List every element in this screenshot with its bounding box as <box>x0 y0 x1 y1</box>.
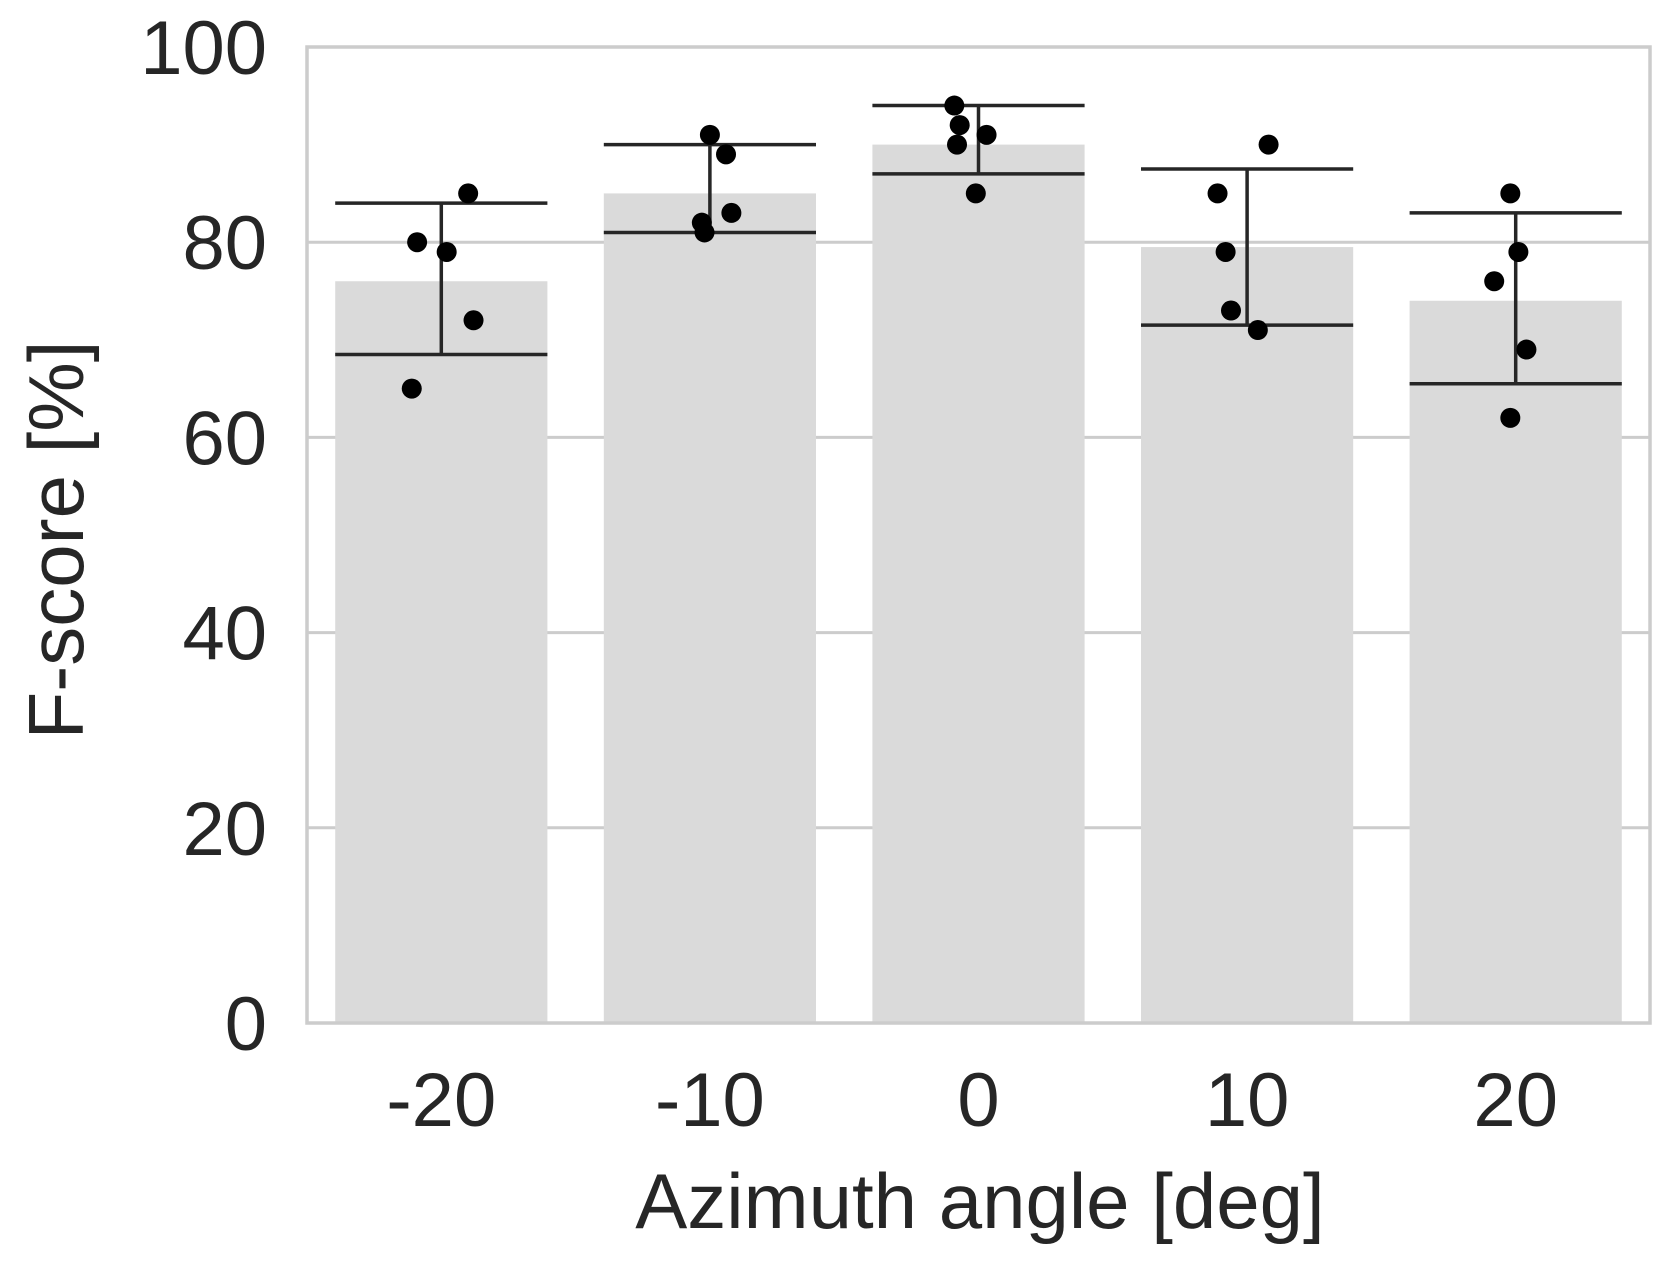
data-point <box>1220 300 1241 321</box>
x-tick-labels: -20 -10 0 10 20 <box>386 1058 1558 1143</box>
data-point <box>716 144 737 165</box>
data-point <box>699 124 720 145</box>
data-point <box>1484 271 1505 292</box>
data-point <box>976 124 997 145</box>
bar--20 <box>335 281 548 1023</box>
y-tick-label: 100 <box>140 6 267 91</box>
x-tick-label: -10 <box>655 1058 765 1143</box>
data-point <box>1207 183 1228 204</box>
error-bar--20 <box>335 201 548 357</box>
data-point <box>721 202 742 223</box>
y-tick-labels: 0 20 40 60 80 100 <box>140 6 267 1067</box>
data-point <box>947 134 968 155</box>
x-tick-label: -20 <box>386 1058 496 1143</box>
data-point <box>1500 407 1521 428</box>
data-point <box>401 378 422 399</box>
x-axis-label: Azimuth angle [deg] <box>635 1157 1324 1245</box>
plot-border <box>305 45 1652 1025</box>
data-point <box>436 241 457 262</box>
y-tick-label: 40 <box>182 592 267 677</box>
bar--10 <box>603 193 816 1023</box>
data-point <box>458 183 479 204</box>
y-axis-label: F-score [%] <box>12 341 100 740</box>
bars <box>335 144 1622 1024</box>
data-point <box>1247 320 1268 341</box>
x-tick-label: 20 <box>1473 1058 1558 1143</box>
data-point <box>694 222 715 243</box>
data-point <box>949 115 970 136</box>
x-tick-label: 10 <box>1205 1058 1290 1143</box>
error-bar-20 <box>1409 211 1622 386</box>
data-point <box>1215 241 1236 262</box>
error-bar-10 <box>1141 167 1354 327</box>
bar-20 <box>1409 300 1622 1023</box>
bar-0 <box>872 144 1085 1024</box>
data-points <box>401 95 1537 428</box>
data-point <box>1508 241 1529 262</box>
plot-frame <box>305 45 1652 1025</box>
y-tick-label: 20 <box>182 787 267 872</box>
y-tick-label: 60 <box>182 396 267 481</box>
y-tick-label: 0 <box>225 982 267 1067</box>
data-point <box>965 183 986 204</box>
data-point <box>944 95 965 116</box>
data-point <box>463 310 484 331</box>
data-point <box>407 232 428 253</box>
data-point <box>1500 183 1521 204</box>
data-point <box>1516 339 1537 360</box>
bar-10 <box>1141 247 1354 1023</box>
x-tick-label: 0 <box>957 1058 999 1143</box>
data-point <box>1258 134 1279 155</box>
y-tick-label: 80 <box>182 201 267 286</box>
